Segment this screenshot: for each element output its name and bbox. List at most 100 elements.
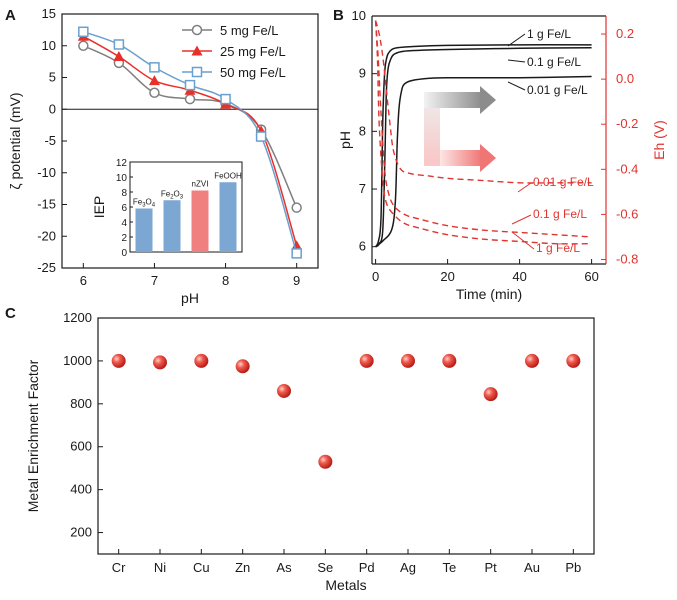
data-point-as	[277, 383, 291, 398]
legend-marker	[191, 45, 203, 56]
panel-c-enrichment-chart: 1200 1000 800 600 400 200 Cr Ni Cu Zn As Se Pd Ag Te Pt…	[25, 310, 595, 593]
inset-bar-label: FeOOH	[214, 171, 242, 180]
eh-series-label: 0.1 g Fe/L	[533, 207, 587, 221]
y-tick-label: 1000	[63, 353, 92, 368]
inset-y-tick-label: 6	[121, 203, 127, 214]
data-point	[184, 79, 196, 91]
x-tick-label: Pd	[359, 560, 375, 575]
ph-annotation-leader	[507, 59, 526, 63]
data-point-cu	[194, 353, 209, 368]
y-tick-label: 200	[70, 525, 92, 540]
y-axis-label: ζ potential (mV)	[7, 92, 23, 189]
legend-marker	[191, 66, 203, 78]
x-tick-label: Cr	[112, 560, 126, 575]
y-right-tick-label: 0.2	[616, 26, 634, 41]
data-point-zn	[235, 359, 250, 374]
inset-y-tick-label: 0	[121, 248, 127, 259]
data-point	[148, 75, 160, 86]
x-axis-label: pH	[181, 290, 199, 306]
ph-series-label: 0.1 g Fe/L	[527, 55, 581, 69]
plot-frame	[97, 317, 595, 555]
x-tick-label: Au	[524, 560, 540, 575]
inset-y-tick-label: 2	[121, 233, 127, 244]
y-tick-label: 7	[359, 181, 366, 196]
eh-annotation-leader	[511, 231, 535, 250]
y-tick-label: 10	[42, 38, 56, 53]
x-axis-label: Time (min)	[456, 286, 522, 302]
ph-series-label: 1 g Fe/L	[527, 27, 571, 41]
process-arrow-top-head	[480, 86, 496, 114]
y-tick-label: 9	[359, 66, 366, 81]
process-arrow-top-bar	[424, 92, 482, 108]
legend-label: 25 mg Fe/L	[220, 44, 286, 59]
y-right-tick-label: -0.4	[616, 161, 638, 176]
process-arrow-bottom-head	[480, 144, 496, 172]
data-point	[291, 202, 302, 213]
y-tick-label: 0	[49, 101, 56, 116]
y-axis-label: Metal Enrichment Factor	[25, 359, 41, 512]
y-tick-label: -20	[37, 228, 56, 243]
ph-series-line-2	[375, 75, 592, 248]
x-tick-label: Ni	[154, 560, 166, 575]
x-tick-label: Zn	[235, 560, 250, 575]
panel-b-ph-eh-chart: 0 20 40 60 10 9 8 7 6 0.2 0.0 -0.2 -0.4 -0.6 -0.8 Time …	[337, 8, 667, 302]
panel-a-zeta-chart: 6 7 8 9 15 10 5 0 -5 -10 -15 -20 -25 pH ζ potential (m…	[7, 6, 319, 306]
data-point	[113, 39, 125, 50]
y-tick-label: 1200	[63, 310, 92, 325]
data-point-cr	[111, 353, 126, 368]
data-point-ag	[401, 353, 415, 368]
legend-marker	[191, 24, 203, 36]
x-tick-label: 8	[222, 273, 229, 288]
y-right-tick-label: -0.8	[616, 251, 638, 266]
data-point	[255, 131, 267, 142]
data-point	[78, 40, 89, 51]
y-tick-label: -5	[44, 133, 56, 148]
x-axis-label: Metals	[325, 577, 366, 593]
x-tick-label: Pt	[485, 560, 498, 575]
y-tick-label: 400	[70, 482, 92, 497]
data-point-au	[525, 353, 539, 368]
x-tick-label: 60	[584, 269, 598, 284]
panel-label-b: B	[333, 7, 344, 24]
y-tick-label: -10	[37, 165, 56, 180]
y-right-tick-label: 0.0	[616, 71, 634, 86]
panel-label-a: A	[5, 7, 16, 24]
eh-series-line-1	[374, 20, 592, 238]
data-point-pb	[566, 353, 581, 368]
y-tick-label: -25	[37, 260, 56, 275]
inset-y-tick-label: 8	[121, 188, 127, 199]
y-right-tick-label: -0.2	[616, 116, 638, 131]
inset-bar-label: nZVI	[192, 180, 209, 189]
data-point	[149, 62, 160, 73]
inset-bar	[163, 200, 181, 252]
x-tick-label: As	[276, 560, 292, 575]
data-point	[291, 248, 302, 259]
x-tick-label: Se	[317, 560, 333, 575]
eh-series-label: 0.01 g Fe/L	[533, 175, 594, 189]
x-tick-label: Pb	[565, 560, 581, 575]
legend-label: 50 mg Fe/L	[220, 65, 286, 80]
inset-bar-label: Fe3O4	[133, 198, 156, 209]
y-tick-label: 10	[352, 8, 366, 23]
ph-series-line-1	[375, 46, 592, 248]
x-tick-label: 40	[512, 269, 526, 284]
data-point-te	[442, 353, 457, 368]
x-tick-label: Cu	[193, 560, 210, 575]
x-tick-label: 9	[293, 273, 300, 288]
data-point-pt	[483, 387, 498, 402]
data-point	[220, 93, 231, 105]
inset-bar	[219, 182, 237, 252]
data-point-se	[318, 454, 333, 469]
x-tick-label: 7	[151, 273, 158, 288]
y-tick-label: 600	[70, 439, 92, 454]
inset-y-tick-label: 12	[116, 158, 128, 169]
ph-annotation-leader	[507, 33, 526, 47]
x-tick-label: Ag	[400, 560, 416, 575]
ph-annotation-leader	[507, 81, 526, 91]
data-point	[149, 87, 160, 98]
y-tick-label: 15	[42, 6, 56, 21]
inset-bar-label: Fe2O3	[161, 189, 184, 200]
inset-y-axis-label: IEP	[91, 196, 107, 219]
y-tick-label: -15	[37, 197, 56, 212]
